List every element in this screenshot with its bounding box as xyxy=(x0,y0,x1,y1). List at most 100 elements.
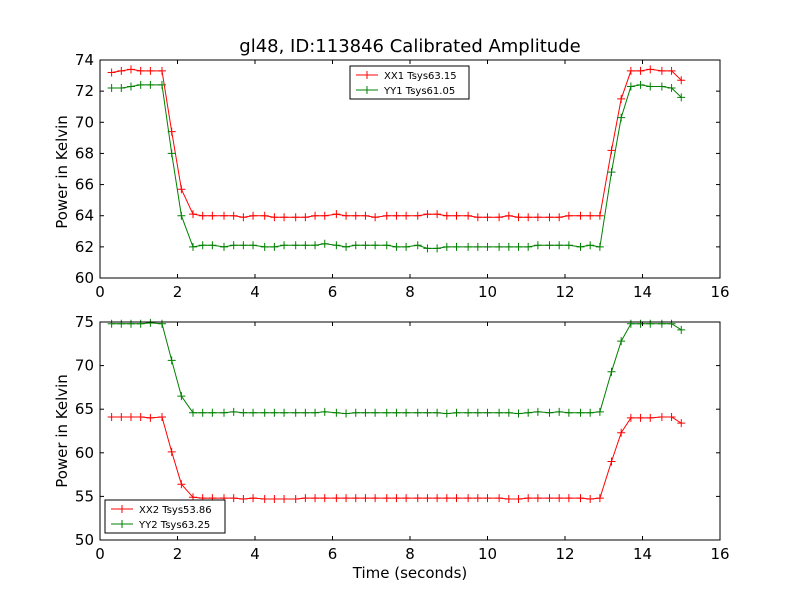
data-point-marker xyxy=(555,407,564,416)
data-point-marker xyxy=(189,408,197,417)
data-point-marker xyxy=(636,319,645,328)
data-point-marker xyxy=(595,211,604,220)
y-tick-label: 64 xyxy=(75,207,94,225)
data-point-marker xyxy=(413,494,422,503)
x-tick-label: 16 xyxy=(710,283,729,301)
data-point-marker xyxy=(189,210,197,219)
data-point-marker xyxy=(351,241,360,250)
data-point-marker xyxy=(136,66,145,75)
data-point-marker xyxy=(220,408,228,417)
data-point-marker xyxy=(595,494,604,503)
legend-label: YY2 Tsys63.25 xyxy=(138,520,210,531)
data-point-marker xyxy=(442,242,451,251)
data-point-marker xyxy=(198,211,207,220)
data-point-marker xyxy=(607,457,616,466)
data-point-marker xyxy=(311,408,320,417)
data-point-marker xyxy=(107,319,116,328)
data-point-marker xyxy=(107,68,116,77)
data-point-marker xyxy=(595,242,604,251)
data-point-marker xyxy=(576,211,585,220)
data-point-marker xyxy=(270,408,279,417)
data-point-marker xyxy=(617,113,626,122)
data-point-marker xyxy=(677,76,686,85)
data-point-marker xyxy=(452,494,461,503)
data-point-marker xyxy=(402,211,411,220)
data-point-marker xyxy=(514,495,523,504)
x-tick-label: 2 xyxy=(173,545,183,563)
data-point-marker xyxy=(667,84,676,93)
data-point-marker xyxy=(646,65,655,74)
y-tick-label: 72 xyxy=(75,82,94,100)
x-tick-label: 8 xyxy=(405,545,415,563)
data-point-marker xyxy=(677,325,686,334)
data-point-marker xyxy=(311,211,320,220)
y-tick-label: 70 xyxy=(75,357,94,375)
data-point-marker xyxy=(361,241,370,250)
x-tick-label: 4 xyxy=(250,545,260,563)
data-point-marker xyxy=(220,211,228,220)
data-point-marker xyxy=(320,407,329,416)
y-tick-label: 55 xyxy=(75,487,94,505)
data-point-marker xyxy=(545,241,554,250)
data-point-marker xyxy=(607,146,616,155)
data-point-marker xyxy=(249,408,258,417)
data-point-marker xyxy=(533,213,542,222)
data-point-marker xyxy=(646,413,655,422)
y-tick-label: 66 xyxy=(75,176,94,194)
data-point-marker xyxy=(208,241,217,250)
data-point-marker xyxy=(117,66,126,75)
data-point-marker xyxy=(146,66,155,75)
data-point-marker xyxy=(158,66,166,75)
data-point-marker xyxy=(433,494,442,503)
data-point-marker xyxy=(545,213,554,222)
data-point-marker xyxy=(514,213,523,222)
data-point-marker xyxy=(533,407,542,416)
data-point-marker xyxy=(136,80,145,89)
data-point-marker xyxy=(249,211,258,220)
data-point-marker xyxy=(382,494,391,503)
legend-label: XX1 Tsys63.15 xyxy=(384,71,457,82)
data-point-marker xyxy=(332,494,341,503)
data-point-marker xyxy=(117,413,126,422)
data-point-marker xyxy=(433,244,442,253)
data-point-marker xyxy=(260,408,269,417)
data-point-marker xyxy=(483,494,492,503)
legend-marker xyxy=(118,520,126,528)
data-point-marker xyxy=(464,494,473,503)
data-point-marker xyxy=(361,408,370,417)
data-point-marker xyxy=(667,319,676,328)
legend-marker xyxy=(363,86,371,94)
data-point-marker xyxy=(464,211,473,220)
data-point-marker xyxy=(533,241,542,250)
data-point-marker xyxy=(107,84,116,93)
data-point-marker xyxy=(198,241,207,250)
y-tick-label: 60 xyxy=(75,269,94,287)
data-point-marker xyxy=(433,210,442,219)
data-point-marker xyxy=(136,413,145,422)
data-point-marker xyxy=(177,392,186,401)
data-point-marker xyxy=(320,239,329,248)
data-point-marker xyxy=(423,244,432,253)
legend-label: YY1 Tsys61.05 xyxy=(383,86,455,97)
legend: XX2 Tsys53.86 YY2 Tsys63.25 xyxy=(104,499,226,534)
data-point-marker xyxy=(239,213,248,222)
y-tick-label: 65 xyxy=(75,400,94,418)
data-point-marker xyxy=(371,213,380,222)
data-point-marker xyxy=(452,211,461,220)
data-point-marker xyxy=(586,241,595,250)
data-point-marker xyxy=(291,241,300,250)
data-point-marker xyxy=(504,242,513,251)
data-point-marker xyxy=(564,211,573,220)
data-point-marker xyxy=(626,413,635,422)
data-point-marker xyxy=(636,413,645,422)
data-point-marker xyxy=(473,408,482,417)
data-point-marker xyxy=(239,408,248,417)
data-point-marker xyxy=(495,213,504,222)
data-point-marker xyxy=(564,241,573,250)
data-point-marker xyxy=(617,337,626,346)
data-point-marker xyxy=(332,408,341,417)
data-point-marker xyxy=(167,149,176,158)
data-point-marker xyxy=(533,494,542,503)
data-point-marker xyxy=(361,211,370,220)
data-point-marker xyxy=(342,409,351,418)
